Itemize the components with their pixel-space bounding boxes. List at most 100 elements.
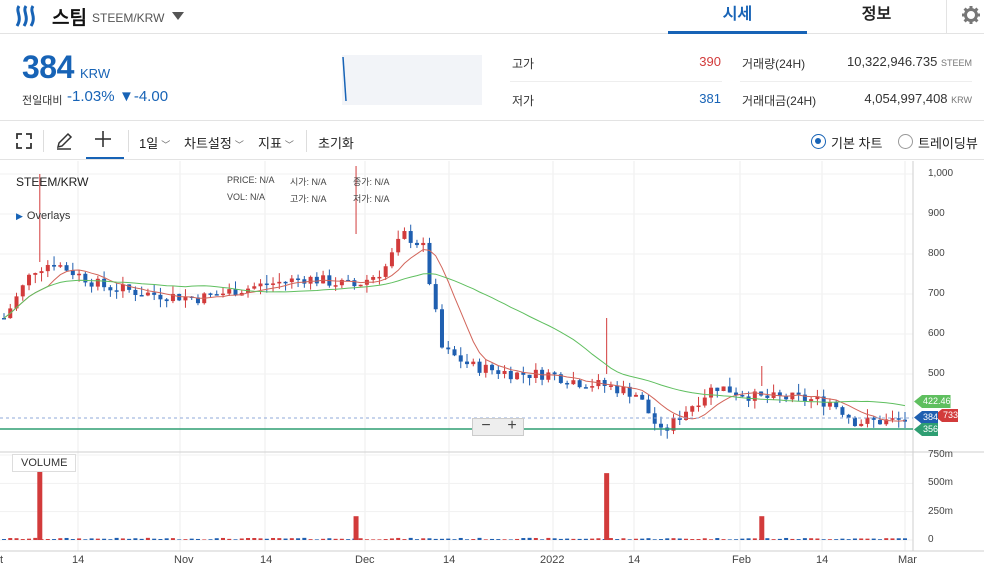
candle-body — [752, 391, 757, 401]
candle-body — [652, 413, 657, 424]
tradingview-label[interactable]: 트레이딩뷰 — [918, 136, 978, 151]
candle-body — [95, 278, 100, 287]
volume-value: 10,322,946.735 — [846, 54, 938, 69]
volume-bar — [852, 538, 857, 540]
tab-price[interactable]: 시세 — [668, 0, 807, 34]
candle-body — [2, 318, 6, 320]
candle-body — [214, 294, 219, 296]
candle-body — [877, 419, 882, 425]
volume-bar — [727, 539, 732, 540]
volume-bar — [740, 538, 745, 540]
volume-bar — [859, 538, 864, 540]
fullscreen-icon[interactable] — [13, 130, 35, 152]
volume-bar — [2, 539, 6, 540]
pencil-icon[interactable] — [53, 130, 75, 152]
settings-button[interactable] — [946, 0, 984, 34]
crosshair-icon[interactable] — [92, 128, 114, 150]
interval-dropdown[interactable]: 1일 ﹀ — [139, 136, 171, 151]
volume-tick-label: 0 — [928, 534, 934, 545]
volume-tick-label: 500m — [928, 477, 954, 489]
reset-button[interactable]: 초기화 — [318, 136, 354, 151]
ohlc-high: 고가: N/A — [290, 194, 327, 204]
time-tick-label: 2022 — [540, 554, 565, 566]
zoom-in-button[interactable]: + — [507, 417, 517, 434]
candle-body — [64, 265, 69, 271]
candle-body — [477, 361, 482, 373]
tradingview-radio[interactable] — [898, 134, 913, 149]
candle-body — [740, 395, 745, 397]
price-tick-label: 800 — [928, 248, 945, 259]
tab-info[interactable]: 정보 — [861, 6, 892, 23]
volume-bar — [840, 538, 845, 540]
volume-bar — [746, 538, 751, 540]
candle-body — [802, 394, 807, 402]
candle-body — [727, 386, 732, 393]
basic-chart-label[interactable]: 기본 차트 — [831, 136, 883, 151]
candle-body — [208, 293, 213, 295]
price-tick-label: 600 — [928, 328, 945, 339]
divider — [43, 130, 44, 152]
time-tick-label: 14 — [816, 554, 829, 566]
candle-body — [490, 364, 495, 371]
volume-bar — [202, 539, 207, 540]
candle-body — [715, 387, 720, 392]
volume-bar — [258, 538, 263, 540]
volume-bar — [677, 538, 682, 540]
volume-bar — [771, 539, 776, 540]
volume-bar — [752, 538, 757, 540]
candle-body — [308, 276, 313, 284]
low-value: 381 — [699, 91, 721, 106]
volume-bar — [339, 538, 344, 540]
low-label: 저가 — [512, 94, 535, 108]
basic-chart-radio[interactable] — [811, 134, 826, 149]
candle-body — [233, 289, 238, 296]
time-tick-label: Dec — [355, 554, 375, 566]
volume-bar — [346, 539, 351, 540]
ma-long-tag: 422.46 — [914, 395, 951, 408]
candle-body — [396, 238, 401, 253]
candle-body — [546, 372, 551, 380]
candle-body — [834, 402, 839, 408]
volume-bar — [70, 539, 75, 540]
volume-bar — [877, 539, 882, 540]
time-tick-label: Nov — [174, 554, 194, 566]
volume-bar — [177, 539, 182, 540]
price-tick-label: 700 — [928, 288, 945, 299]
volume-bar — [89, 538, 94, 540]
time-tick-label: t — [0, 554, 4, 566]
candle-body — [859, 423, 864, 427]
volume-bar — [515, 538, 520, 540]
chart-canvas[interactable] — [0, 161, 984, 575]
candle-body — [439, 309, 444, 348]
volume-bar — [715, 538, 720, 540]
time-tick-label: Mar — [898, 554, 917, 566]
indicators-dropdown[interactable]: 지표 ﹀ — [258, 136, 294, 151]
volume-bar — [14, 538, 19, 540]
volume-bar — [227, 538, 232, 540]
ma-short-tag: 733 — [934, 409, 959, 422]
coin-dropdown-icon[interactable] — [172, 12, 184, 20]
volume-bar — [427, 538, 432, 540]
volume-bar — [596, 538, 601, 540]
overlays-toggle[interactable]: ▶ Overlays — [16, 210, 71, 222]
zoom-out-button[interactable]: − — [481, 417, 491, 434]
volume-bar — [821, 539, 826, 540]
candle-body — [702, 397, 707, 406]
candle-body — [471, 361, 476, 365]
candle-body — [77, 273, 82, 276]
candle-body — [483, 364, 488, 373]
volume-unit: STEEM — [940, 58, 972, 68]
volume-bar — [170, 538, 175, 540]
volume-spike-bar — [37, 455, 43, 540]
volume-bar — [627, 539, 632, 540]
volume-bar — [483, 539, 488, 540]
volume-bar — [33, 537, 38, 540]
volume-bar — [652, 539, 657, 540]
amount-label: 거래대금(24H) — [742, 94, 817, 108]
price-chart[interactable]: STEEM/KRW ▶ Overlays PRICE: N/A 시가: N/A 종… — [0, 161, 984, 575]
candle-body — [515, 372, 520, 380]
chart-settings-dropdown[interactable]: 차트설정 ﹀ — [184, 136, 244, 151]
volume-bar — [465, 539, 470, 540]
candle-body — [227, 289, 232, 294]
candle-body — [646, 399, 651, 414]
